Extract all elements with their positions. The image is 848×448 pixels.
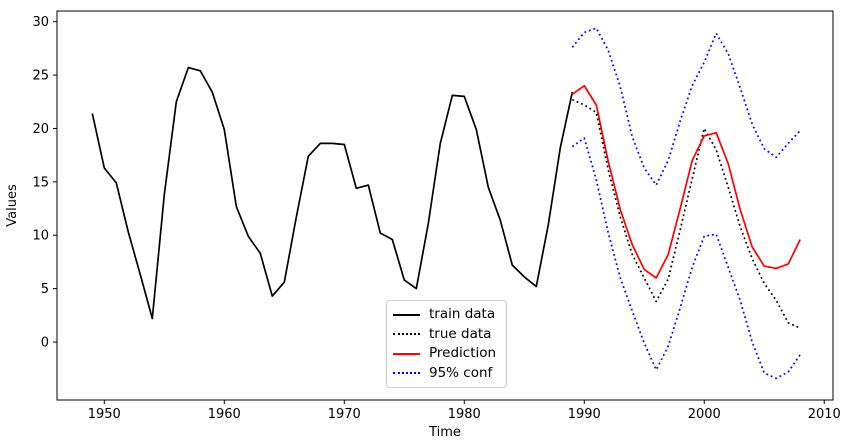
legend-item-label: Prediction [429, 345, 497, 361]
series-lines [91, 27, 801, 380]
y-tick-label: 5 [41, 282, 49, 297]
axes-ticks: 1950 1960 1970 1980 1990 2000 2010 0 5 10 15 20 25 30 [32, 15, 840, 422]
y-tick-label: 10 [32, 229, 49, 244]
dotted-line-sample-icon [393, 372, 420, 375]
legend-item-label: 95% conf [429, 364, 493, 381]
y-tick-label: 30 [32, 15, 49, 30]
legend-item-train-data: train data [393, 305, 498, 325]
x-tick-label: 1960 [208, 407, 241, 422]
x-tick-label: 1950 [88, 407, 121, 422]
y-tick-label: 25 [32, 69, 49, 84]
legend-box: train data true data Prediction 95% conf [386, 300, 507, 388]
x-tick-label: 1980 [448, 407, 481, 422]
series-95-conf-lower [571, 137, 801, 380]
series-train-data [91, 66, 574, 320]
y-tick-label: 20 [32, 122, 49, 137]
dotted-line-sample-icon [393, 333, 420, 336]
y-axis-label: Values [5, 184, 20, 227]
x-tick-label: 2010 [808, 407, 841, 422]
x-axis-label: Time [428, 425, 461, 440]
series-prediction [571, 84, 801, 279]
x-tick-label: 1990 [568, 407, 601, 422]
legend-item-true-data: true data [393, 325, 498, 345]
series-95-conf-upper [571, 27, 801, 186]
y-tick-label: 15 [32, 175, 49, 190]
legend-item-95-conf: 95% conf [393, 364, 498, 384]
y-tick-label: 0 [41, 336, 49, 351]
x-tick-label: 1970 [328, 407, 361, 422]
legend-item-prediction: Prediction [393, 344, 498, 364]
series-true-data [571, 98, 801, 329]
legend-item-label: true data [429, 325, 492, 342]
legend-item-label: train data [429, 306, 496, 322]
axes-frame [56, 10, 834, 401]
axes-spines [56, 10, 834, 401]
solid-line-sample-icon [393, 352, 420, 355]
solid-line-sample-icon [393, 313, 420, 316]
x-tick-label: 2000 [688, 407, 721, 422]
